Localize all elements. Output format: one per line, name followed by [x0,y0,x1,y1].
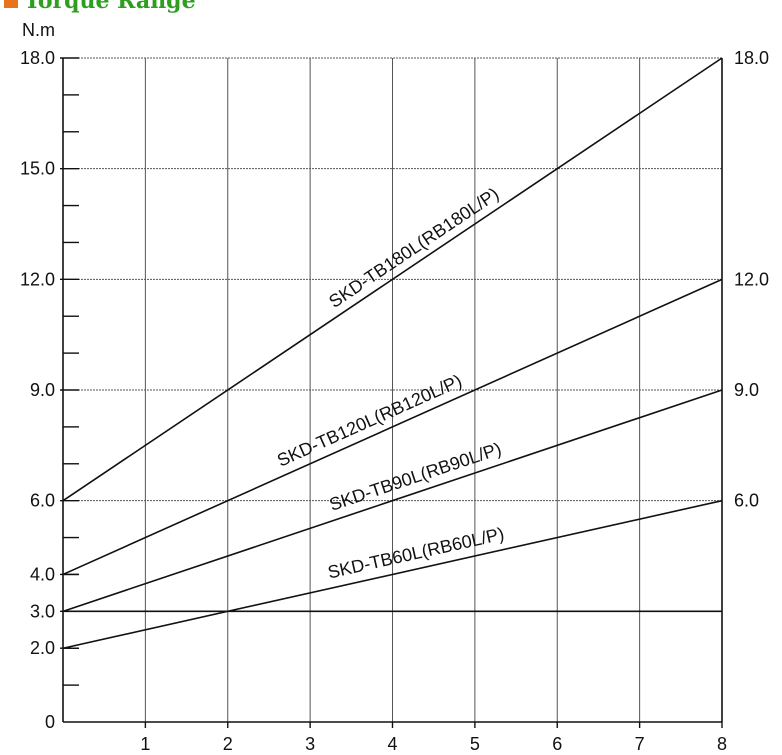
series-layer [62,57,723,650]
y-tick-label-left: 6.0 [30,491,55,511]
series-line [62,499,723,650]
y-tick-label-left: 9.0 [30,380,55,400]
y-tick-label-left: 18.0 [20,48,55,68]
y-tick-label-left: 15.0 [20,159,55,179]
series-line [62,57,723,502]
y-tick-label-right: 12.0 [734,269,769,289]
series-line [62,278,723,576]
chart-title: Torque Range [24,0,196,14]
title-bullet-icon [4,0,18,8]
axis-layer [60,57,723,728]
series-line [62,389,723,613]
y-tick-label-left: 0 [45,712,55,732]
x-tick-label: 6 [552,734,562,754]
y-tick-label-right: 6.0 [734,491,759,511]
y-tick-label-right: 9.0 [734,380,759,400]
y-tick-label-left: 2.0 [30,638,55,658]
series-label: SKD-TB60L(RB60L/P) [326,524,506,583]
series-label: SKD-TB90L(RB90L/P) [327,439,504,515]
label-layer: N.m 18.0 15.0 12.0 9.0 6.0 4.0 3.0 2.0 0 18.0 12.0 9… [20,20,769,754]
y-tick-label-left: 3.0 [30,601,55,621]
series-label: SKD-TB180L(RB180L/P) [325,184,502,312]
x-tick-label: 1 [140,734,150,754]
x-tick-label: 3 [305,734,315,754]
y-axis-unit-label: N.m [22,20,55,40]
x-tick-label: 2 [223,734,233,754]
y-tick-label-right: 18.0 [734,48,769,68]
y-tick-label-left: 12.0 [20,269,55,289]
grid-layer [63,57,722,722]
x-tick-label: 7 [635,734,645,754]
x-tick-label: 8 [717,734,727,754]
series-label: SKD-TB120L(RB120L/P) [274,371,465,471]
x-tick-label: 4 [387,734,397,754]
chart-title-bar: Torque Range [0,0,400,14]
x-tick-label: 5 [470,734,480,754]
y-tick-label-left: 4.0 [30,564,55,584]
